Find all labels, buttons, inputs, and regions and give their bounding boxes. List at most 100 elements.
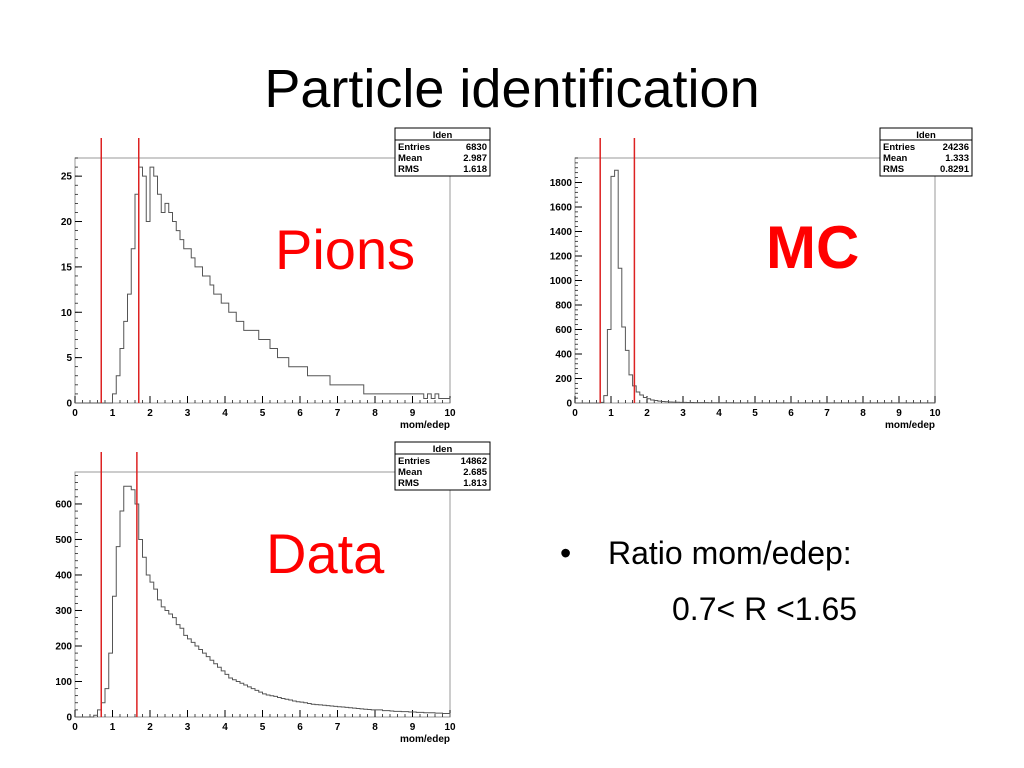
x-tick-label: 0 <box>572 408 578 419</box>
y-tick-label: 5 <box>66 353 72 364</box>
x-tick-label: 9 <box>410 408 416 419</box>
x-tick-label: 7 <box>824 408 830 419</box>
y-tick-label: 1800 <box>550 178 573 189</box>
y-tick-label: 500 <box>55 535 72 546</box>
stats-value: 2.685 <box>463 467 487 478</box>
x-tick-label: 4 <box>222 722 228 733</box>
x-tick-label: 6 <box>297 722 303 733</box>
x-tick-label: 1 <box>110 408 116 419</box>
x-tick-label: 1 <box>110 722 116 733</box>
stats-value: 14862 <box>461 456 487 467</box>
histogram-pions-svg: 0 1 2 3 4 5 6 7 8 9 10 0 5 10 15 20 25 mom/edep IdenEntrie… <box>61 127 491 431</box>
data-label: Data <box>266 522 385 585</box>
stats-key: Entries <box>883 142 915 153</box>
histogram-series <box>75 166 451 404</box>
x-tick-label: 2 <box>147 408 153 419</box>
y-tick-label: 800 <box>555 301 572 312</box>
histogram-data-svg: 0 1 2 3 4 5 6 7 8 9 100100200300400500600mom/edepI… <box>55 441 491 745</box>
y-tick-label: 200 <box>55 641 72 652</box>
x-tick-label: 6 <box>297 408 303 419</box>
x-tick-label: 8 <box>860 408 866 419</box>
x-tick-label: 2 <box>147 722 153 733</box>
y-tick-label: 20 <box>61 217 73 228</box>
y-tick-label: 15 <box>61 262 73 273</box>
bullet-text: Ratio mom/edep: <box>608 535 852 571</box>
chart-data: 0 1 2 3 4 5 6 7 8 9 10 0 100 200 300 400 500 600 mom/edep I… <box>38 440 498 750</box>
chart-pions: 0 1 2 3 4 5 6 7 8 9 10 0 5 10 15 20 25 mom/edep Iden Entrie… <box>38 126 498 436</box>
y-tick-label: 600 <box>555 325 572 336</box>
histogram-series <box>575 169 936 404</box>
y-tick-label: 0 <box>566 399 572 410</box>
stats-key: RMS <box>883 164 904 175</box>
stats-value: 1.618 <box>463 164 487 175</box>
histogram-mc-svg: 0 1 2 3 4 5 6 7 8 9 10 0 200 400 600 800 1000 1200 1400 160… <box>550 127 973 431</box>
x-tick-label: 5 <box>260 408 266 419</box>
y-tick-label: 1000 <box>550 276 573 287</box>
y-tick-label: 1400 <box>550 227 573 238</box>
stats-value: 2.987 <box>463 153 487 164</box>
x-tick-label: 8 <box>372 408 378 419</box>
x-tick-label: 3 <box>680 408 686 419</box>
y-tick-label: 0 <box>66 399 72 410</box>
x-tick-label: 5 <box>752 408 758 419</box>
stats-key: Mean <box>398 153 422 164</box>
x-tick-label: 6 <box>788 408 794 419</box>
stats-value: 1.333 <box>945 153 969 164</box>
x-axis-label: mom/edep <box>400 420 450 431</box>
stats-value: 6830 <box>466 142 487 153</box>
stats-key: Mean <box>398 467 422 478</box>
x-tick-label: 3 <box>185 722 191 733</box>
bullet-range: 0.7< R <1.65 <box>672 591 858 627</box>
x-tick-label: 9 <box>896 408 902 419</box>
stats-value: 0.8291 <box>940 164 970 175</box>
x-tick-label: 9 <box>410 722 416 733</box>
y-tick-label: 25 <box>61 172 73 183</box>
chart-mc: 0 1 2 3 4 5 6 7 8 9 10 0 200 400 600 800 1000 1200 1400 160… <box>518 126 978 436</box>
x-tick-label: 7 <box>335 722 341 733</box>
histogram-series <box>75 485 451 718</box>
x-tick-label: 8 <box>372 722 378 733</box>
y-tick-label: 400 <box>55 570 72 581</box>
x-tick-label: 7 <box>335 408 341 419</box>
x-tick-label: 10 <box>929 408 941 419</box>
x-tick-label: 10 <box>444 408 456 419</box>
x-tick-label: 1 <box>608 408 614 419</box>
y-tick-label: 400 <box>555 350 572 361</box>
plot-frame <box>74 471 451 718</box>
stats-key: Entries <box>398 142 430 153</box>
mc-label: MC <box>766 214 860 281</box>
bullet-symbol: • <box>560 535 572 571</box>
stats-key: Entries <box>398 456 430 467</box>
x-tick-label: 0 <box>72 722 78 733</box>
bullet-point: • Ratio mom/edep: <box>560 537 852 569</box>
x-tick-label: 2 <box>644 408 650 419</box>
y-tick-label: 200 <box>555 374 572 385</box>
stats-value: 24236 <box>943 142 969 153</box>
y-tick-label: 600 <box>55 499 72 510</box>
x-tick-label: 3 <box>185 408 191 419</box>
stats-key: RMS <box>398 164 419 175</box>
stats-box <box>879 127 973 177</box>
x-axis-label: mom/edep <box>885 420 935 431</box>
y-tick-label: 100 <box>55 677 72 688</box>
stats-box <box>394 441 491 491</box>
x-tick-label: 10 <box>444 722 456 733</box>
x-tick-label: 4 <box>222 408 228 419</box>
stats-value: 1.813 <box>463 478 487 489</box>
x-tick-label: 4 <box>716 408 722 419</box>
pions-label: Pions <box>275 218 416 281</box>
stats-box <box>394 127 491 177</box>
y-tick-label: 1600 <box>550 203 573 214</box>
x-axis-label: mom/edep <box>400 734 450 745</box>
stats-title: Iden <box>433 130 453 141</box>
stats-key: Mean <box>883 153 907 164</box>
stats-title: Iden <box>433 444 453 455</box>
x-tick-label: 5 <box>260 722 266 733</box>
y-tick-label: 0 <box>66 713 72 724</box>
y-tick-label: 300 <box>55 606 72 617</box>
y-tick-label: 1200 <box>550 252 573 263</box>
x-tick-label: 0 <box>72 408 78 419</box>
stats-title: Iden <box>916 130 936 141</box>
y-tick-label: 10 <box>61 308 73 319</box>
stats-key: RMS <box>398 478 419 489</box>
